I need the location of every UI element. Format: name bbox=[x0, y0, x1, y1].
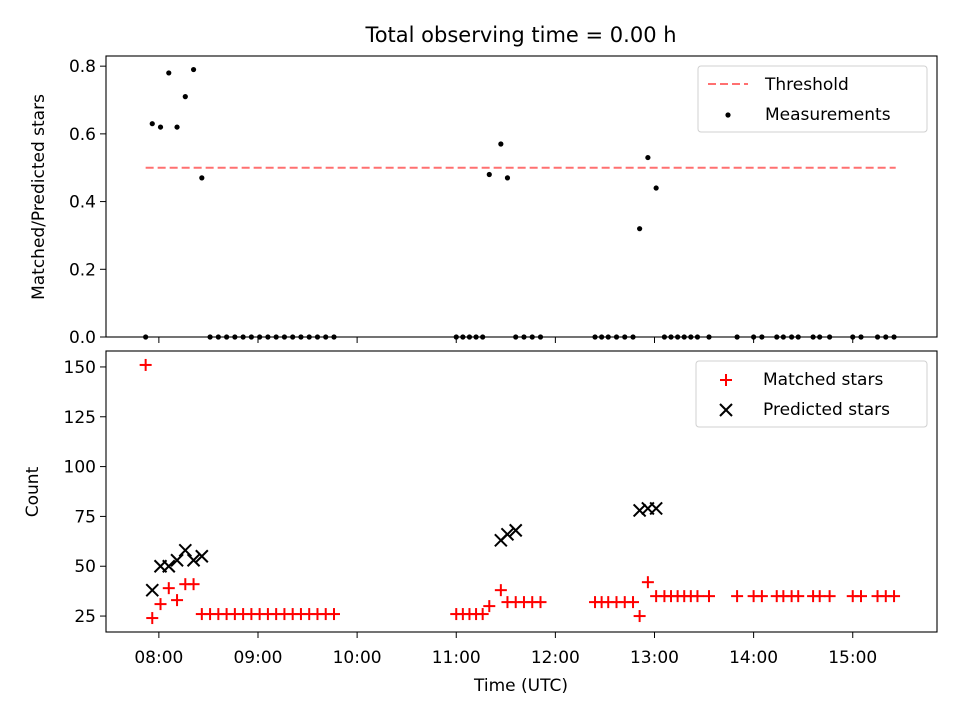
count-y-ticks: 25 50 75 100 125 150 bbox=[64, 358, 106, 627]
matched-star-point bbox=[534, 596, 547, 609]
matched-star-point bbox=[633, 610, 646, 623]
measurement-point bbox=[486, 171, 492, 178]
ratio-panel: Total observing time = 0.00 h 0.00.20.40… bbox=[29, 23, 938, 348]
matched-star-point bbox=[641, 576, 654, 589]
predicted-star-point bbox=[186, 553, 201, 567]
measurement-point bbox=[637, 226, 643, 232]
x-axis-label: Time (UTC) bbox=[473, 676, 568, 696]
matched-star-point bbox=[187, 578, 200, 591]
ratio-y-tick-label: 0.2 bbox=[69, 260, 96, 280]
ratio-x-ticks bbox=[158, 337, 854, 343]
ratio-axes-frame bbox=[105, 55, 938, 338]
matched-star-point bbox=[476, 608, 489, 621]
matched-star-point bbox=[162, 582, 175, 595]
predicted-star-point bbox=[145, 583, 159, 597]
predicted-star-point bbox=[509, 523, 523, 538]
ratio-y-ticks: 0.0 0.2 0.4 0.6 0.8 bbox=[69, 57, 106, 348]
matched-star-point bbox=[855, 590, 868, 603]
matched-star-point bbox=[627, 596, 640, 609]
matched-star-point bbox=[139, 358, 152, 371]
ratio-legend-box bbox=[697, 65, 928, 133]
measurement-point bbox=[157, 124, 164, 130]
count-x-tick-label: 15:00 bbox=[828, 648, 877, 668]
count-y-tick-label: 50 bbox=[74, 557, 96, 577]
count-y-tick-label: 125 bbox=[64, 408, 96, 428]
count-y-tick-label: 25 bbox=[74, 607, 96, 627]
ratio-y-tick-label: 0.4 bbox=[69, 193, 96, 213]
count-x-tick-label: 09:00 bbox=[233, 648, 282, 668]
matched-star-point bbox=[888, 590, 901, 603]
count-y-tick-label: 150 bbox=[64, 358, 96, 378]
measurement-point bbox=[182, 94, 188, 100]
matched-star-point bbox=[494, 584, 507, 597]
count-plot-area bbox=[139, 358, 901, 625]
predicted-star-point bbox=[162, 559, 176, 573]
matched-star-point bbox=[755, 590, 768, 603]
chart-title: Total observing time = 0.00 h bbox=[364, 23, 676, 47]
measurement-point bbox=[645, 154, 651, 161]
measurement-point bbox=[653, 185, 659, 191]
matched-legend-label: Matched stars bbox=[763, 370, 883, 390]
count-axes-frame bbox=[105, 350, 938, 633]
matched-star-point bbox=[731, 590, 744, 603]
measurements-legend-marker bbox=[725, 112, 731, 118]
ratio-y-tick-label: 0.6 bbox=[69, 125, 96, 145]
measurement-point bbox=[174, 124, 180, 130]
predicted-star-point bbox=[632, 503, 647, 518]
matched-star-point bbox=[792, 590, 805, 603]
count-y-tick-label: 75 bbox=[74, 507, 96, 527]
count-legend-box bbox=[695, 360, 928, 428]
measurement-point bbox=[166, 70, 172, 76]
measurement-point bbox=[190, 66, 197, 73]
ratio-y-tick-label: 0.8 bbox=[69, 57, 96, 77]
predicted-legend-label: Predicted stars bbox=[763, 400, 890, 420]
ratio-legend: Threshold Measurements bbox=[697, 65, 928, 133]
matched-star-point bbox=[154, 598, 167, 611]
matched-star-point bbox=[483, 600, 496, 613]
count-legend: Matched stars Predicted stars bbox=[695, 360, 928, 428]
count-x-tick-label: 12:00 bbox=[531, 648, 580, 668]
matched-star-point bbox=[691, 590, 704, 603]
measurement-point bbox=[149, 121, 155, 127]
count-x-tick-label: 08:00 bbox=[134, 648, 183, 668]
count-y-axis-label: Count bbox=[23, 466, 43, 517]
count-y-tick-label: 100 bbox=[64, 458, 96, 478]
predicted-star-point bbox=[178, 543, 193, 557]
count-x-tick-label: 11:00 bbox=[432, 648, 481, 668]
predicted-legend-marker bbox=[719, 403, 733, 417]
matched-star-point bbox=[171, 594, 184, 607]
matched-star-point bbox=[823, 590, 836, 603]
count-x-tick-label: 10:00 bbox=[333, 648, 382, 668]
count-x-tick-label: 14:00 bbox=[729, 648, 778, 668]
ratio-y-axis-label: Matched/Predicted stars bbox=[29, 94, 49, 300]
count-x-ticks: 08:00 09:00 10:00 11:00 12:00 13:00 14:00 15:00 bbox=[134, 632, 877, 668]
predicted-star-point bbox=[500, 527, 515, 542]
measurement-point bbox=[498, 141, 504, 147]
measurement-point bbox=[199, 175, 205, 181]
matched-star-point bbox=[146, 612, 159, 625]
measurements-legend-label: Measurements bbox=[765, 105, 891, 125]
matched-legend-marker bbox=[720, 374, 732, 386]
matched-star-point bbox=[327, 608, 340, 621]
predicted-star-point bbox=[649, 501, 663, 516]
measurement-point bbox=[504, 175, 511, 181]
predicted-star-point bbox=[170, 553, 184, 567]
predicted-star-point bbox=[195, 549, 209, 563]
ratio-y-tick-label: 0.0 bbox=[69, 328, 96, 348]
count-x-tick-label: 13:00 bbox=[630, 648, 679, 668]
count-panel: 25 50 75 100 125 150 08:00 09:00 10:00 11:00 12:0… bbox=[23, 350, 938, 696]
matched-star-point bbox=[703, 590, 716, 603]
threshold-legend-label: Threshold bbox=[764, 75, 849, 95]
